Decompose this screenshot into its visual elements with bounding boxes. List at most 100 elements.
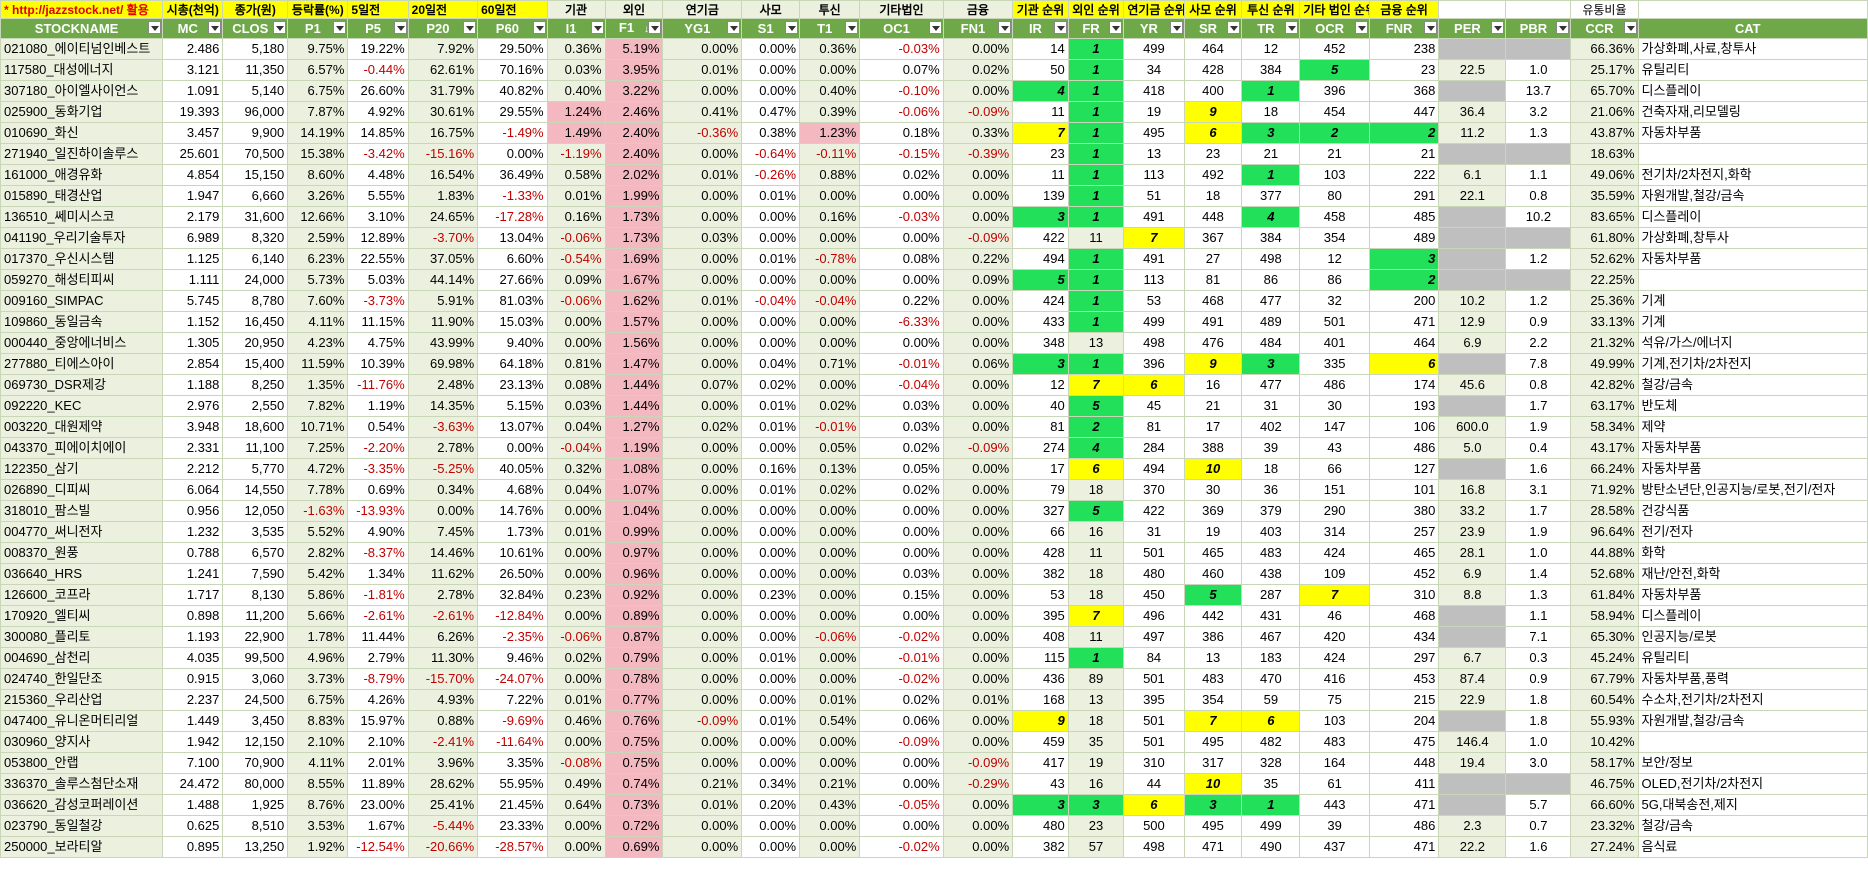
cell-tr[interactable]: 31	[1241, 395, 1301, 417]
cell-p60[interactable]: 36.49%	[477, 164, 548, 186]
cell-sr[interactable]: 476	[1183, 332, 1243, 354]
cell-fnr[interactable]: 471	[1368, 311, 1440, 333]
cell-fn1[interactable]: 0.00%	[942, 80, 1014, 102]
cell-tr[interactable]: 499	[1241, 815, 1301, 837]
cell-fnr[interactable]: 23	[1368, 59, 1440, 81]
cell-ir[interactable]: 408	[1012, 626, 1069, 648]
cell-p5[interactable]: 12.89%	[347, 227, 409, 249]
cell-sr[interactable]: 468	[1183, 290, 1243, 312]
cell-f1[interactable]: 0.74%	[604, 773, 664, 795]
cell-oc1[interactable]: 0.03%	[859, 563, 944, 585]
cell-tr[interactable]: 18	[1241, 101, 1301, 123]
cell-tr[interactable]: 470	[1241, 668, 1301, 690]
cell-f1[interactable]: 1.73%	[604, 227, 664, 249]
cell-fn1[interactable]: 0.00%	[942, 731, 1014, 753]
cell-clos[interactable]: 3,535	[222, 521, 289, 543]
cell-clos[interactable]: 20,950	[222, 332, 289, 354]
cell-pbr[interactable]: 0.7	[1505, 815, 1572, 837]
cell-s1[interactable]: 0.00%	[741, 269, 801, 291]
cell-ccr[interactable]: 28.58%	[1570, 500, 1639, 522]
cell-ccr[interactable]: 23.32%	[1570, 815, 1639, 837]
cell-p5[interactable]: -8.37%	[347, 542, 409, 564]
cell-t1[interactable]: 0.39%	[799, 101, 861, 123]
cell-t1[interactable]: 0.00%	[799, 374, 861, 396]
cell-yr[interactable]: 495	[1123, 122, 1185, 144]
cell-f1[interactable]: 0.97%	[604, 542, 664, 564]
cell-ocr[interactable]: 75	[1299, 689, 1370, 711]
cell-name[interactable]: 000440_중앙에너비스	[0, 332, 164, 354]
cell-p1[interactable]: 8.55%	[287, 773, 349, 795]
column-header-fn1[interactable]: FN1	[942, 18, 1014, 39]
cell-t1[interactable]: 0.88%	[799, 164, 861, 186]
cell-fr[interactable]: 11	[1067, 227, 1125, 249]
cell-p5[interactable]: 23.00%	[347, 794, 409, 816]
table-row[interactable]: 015890_태경산업 1.947 6,660 3.26% 5.55% 1.83% -1.3…	[0, 185, 1868, 207]
cell-p20[interactable]: 43.99%	[407, 332, 479, 354]
cell-ocr[interactable]: 486	[1299, 374, 1370, 396]
cell-t1[interactable]: 0.00%	[799, 500, 861, 522]
table-row[interactable]: 024740_한일단조 0.915 3,060 3.73% -8.79% -15.70% -…	[0, 668, 1868, 690]
column-header-i1[interactable]: I1	[546, 18, 606, 39]
cell-sr[interactable]: 27	[1183, 248, 1243, 270]
cell-fnr[interactable]: 193	[1368, 395, 1440, 417]
cell-s1[interactable]: -0.64%	[741, 143, 801, 165]
cell-fn1[interactable]: 0.00%	[942, 416, 1014, 438]
cell-tr[interactable]: 384	[1241, 227, 1301, 249]
cell-oc1[interactable]: -0.03%	[859, 38, 944, 60]
cell-t1[interactable]: 0.02%	[799, 479, 861, 501]
cell-mc[interactable]: 2.486	[162, 38, 224, 60]
cell-pbr[interactable]: 0.3	[1505, 647, 1572, 669]
cell-ocr[interactable]: 80	[1299, 185, 1370, 207]
cell-t1[interactable]: 0.54%	[799, 710, 861, 732]
cell-yr[interactable]: 84	[1123, 647, 1185, 669]
cell-fr[interactable]: 19	[1067, 752, 1125, 774]
cell-p1[interactable]: 3.73%	[287, 668, 349, 690]
cell-fn1[interactable]: 0.01%	[942, 689, 1014, 711]
cell-yr[interactable]: 501	[1123, 731, 1185, 753]
cell-sr[interactable]: 17	[1183, 416, 1243, 438]
cell-per[interactable]	[1438, 269, 1507, 291]
cell-f1[interactable]: 1.62%	[604, 290, 664, 312]
cell-cat[interactable]: 건강식품	[1637, 500, 1868, 522]
cell-fnr[interactable]: 411	[1368, 773, 1440, 795]
cell-fnr[interactable]: 127	[1368, 458, 1440, 480]
cell-sr[interactable]: 495	[1183, 815, 1243, 837]
cell-p5[interactable]: 1.19%	[347, 395, 409, 417]
cell-pbr[interactable]: 5.7	[1505, 794, 1572, 816]
cell-tr[interactable]: 1	[1241, 80, 1301, 102]
cell-pbr[interactable]: 7.1	[1505, 626, 1572, 648]
cell-fr[interactable]: 4	[1067, 437, 1125, 459]
cell-i1[interactable]: 1.49%	[546, 122, 606, 144]
cell-yr[interactable]: 499	[1123, 38, 1185, 60]
cell-sr[interactable]: 10	[1183, 773, 1243, 795]
cell-per[interactable]: 22.2	[1438, 836, 1507, 858]
cell-pbr[interactable]	[1505, 773, 1572, 795]
cell-f1[interactable]: 1.99%	[604, 185, 664, 207]
cell-i1[interactable]: 0.01%	[546, 521, 606, 543]
cell-per[interactable]: 6.9	[1438, 332, 1507, 354]
cell-yg1[interactable]: 0.21%	[662, 773, 743, 795]
cell-fnr[interactable]: 174	[1368, 374, 1440, 396]
cell-fr[interactable]: 1	[1067, 38, 1125, 60]
cell-oc1[interactable]: 0.00%	[859, 185, 944, 207]
cell-pbr[interactable]: 0.8	[1505, 185, 1572, 207]
cell-t1[interactable]: 0.00%	[799, 311, 861, 333]
cell-s1[interactable]: 0.16%	[741, 458, 801, 480]
cell-s1[interactable]: 0.00%	[741, 332, 801, 354]
cell-p1[interactable]: 11.59%	[287, 353, 349, 375]
cell-ir[interactable]: 395	[1012, 605, 1069, 627]
cell-oc1[interactable]: 0.02%	[859, 479, 944, 501]
cell-pbr[interactable]	[1505, 143, 1572, 165]
filter-dropdown-icon[interactable]	[998, 21, 1012, 34]
cell-i1[interactable]: 0.46%	[546, 710, 606, 732]
cell-yg1[interactable]: 0.00%	[662, 584, 743, 606]
cell-oc1[interactable]: 0.07%	[859, 59, 944, 81]
cell-p5[interactable]: -3.42%	[347, 143, 409, 165]
cell-mc[interactable]: 7.100	[162, 752, 224, 774]
cell-cat[interactable]: 보안/정보	[1637, 752, 1868, 774]
cell-s1[interactable]: 0.00%	[741, 59, 801, 81]
column-header-ocr[interactable]: OCR	[1299, 18, 1370, 39]
cell-clos[interactable]: 99,500	[222, 647, 289, 669]
cell-p60[interactable]: 55.95%	[477, 773, 548, 795]
cell-name[interactable]: 036640_HRS	[0, 563, 164, 585]
